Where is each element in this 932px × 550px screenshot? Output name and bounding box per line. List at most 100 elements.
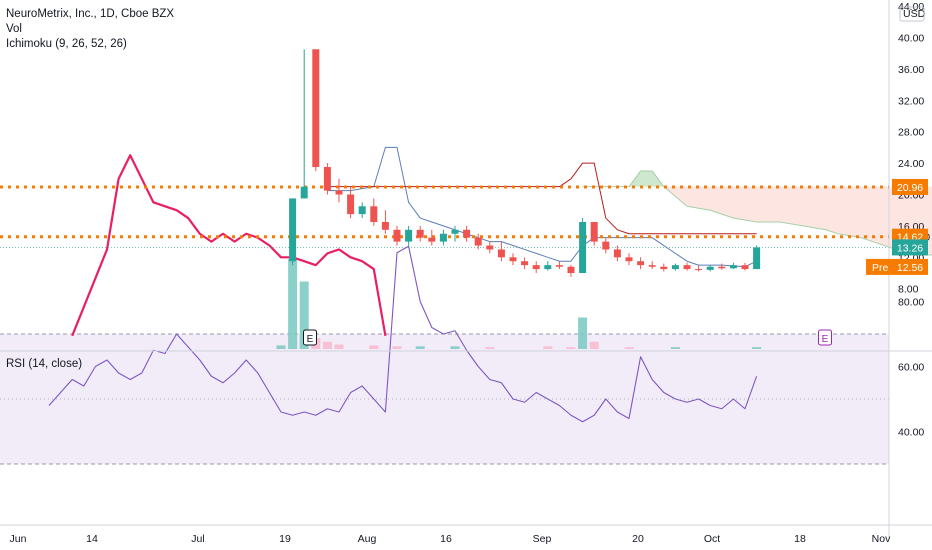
candle-body xyxy=(590,221,598,242)
cloud-bullish xyxy=(629,170,664,187)
candle-body xyxy=(544,265,552,270)
rsi-legend: RSI (14, close) xyxy=(6,357,82,372)
volume-bar xyxy=(578,317,588,349)
candle-body xyxy=(381,221,389,230)
ichimoku-conversion-line xyxy=(327,146,757,268)
candle-body xyxy=(323,167,331,191)
candle-body xyxy=(439,233,447,242)
candle-body xyxy=(718,266,726,269)
candle-body xyxy=(671,265,679,270)
premarket-badge xyxy=(866,258,928,275)
candle-body xyxy=(579,221,587,273)
volume-bar xyxy=(624,347,634,349)
candle-body xyxy=(474,237,482,246)
candle-body xyxy=(486,245,494,250)
rsi-line xyxy=(48,245,758,423)
candle-body xyxy=(683,265,691,270)
price-tick-label: 36.00 xyxy=(898,64,924,76)
time-tick-label: 16 xyxy=(440,533,452,545)
candle-body xyxy=(509,257,517,262)
earnings-marker-label: E xyxy=(822,334,829,345)
candle-body xyxy=(706,266,714,270)
candle-body xyxy=(405,229,413,242)
volume-bar xyxy=(276,345,286,349)
last-price-badge xyxy=(892,239,928,256)
volume-bar xyxy=(589,341,599,349)
candle-body xyxy=(393,229,401,242)
time-tick-label: 20 xyxy=(632,533,644,545)
currency-label: USD xyxy=(903,8,926,20)
horizontal-levels xyxy=(0,185,889,248)
currency-box xyxy=(899,6,925,22)
volume-bar xyxy=(392,346,402,349)
candle-body xyxy=(521,261,529,266)
ichimoku-indicator-label[interactable]: Ichimoku (9, 26, 52, 26) xyxy=(6,38,127,50)
candle-body xyxy=(289,198,297,262)
last-price-label: 13.26 xyxy=(897,242,923,254)
cloud-bearish xyxy=(582,186,932,255)
candle-body xyxy=(729,265,737,269)
rsi-tick-label: 80.00 xyxy=(898,297,924,309)
candle-body xyxy=(347,194,355,215)
premarket-value: 12.56 xyxy=(897,262,923,274)
candle-body xyxy=(358,206,366,215)
rsi-tick-label: 40.00 xyxy=(898,427,924,439)
rsi-band xyxy=(0,333,889,465)
rsi-indicator-label[interactable]: RSI (14, close) xyxy=(6,358,83,370)
volume-bar xyxy=(369,345,379,349)
candle-body xyxy=(497,249,505,258)
volume-bar xyxy=(485,347,495,349)
time-tick-label: 14 xyxy=(86,533,98,545)
candle-body xyxy=(370,206,378,222)
earnings-marker-box xyxy=(818,329,832,346)
rsi-series-line xyxy=(48,245,758,423)
volume-bar xyxy=(670,347,680,349)
candle-body xyxy=(660,266,668,270)
candle-body xyxy=(625,257,633,262)
candle-body xyxy=(648,265,656,267)
price-tick-label: 32.00 xyxy=(898,95,924,107)
symbol-title[interactable]: NeuroMetrix, Inc., 1D, Cboe BZX xyxy=(6,8,175,20)
volume-bar xyxy=(752,347,762,349)
earnings-marker-label: E xyxy=(307,334,314,345)
volume-indicator-label[interactable]: Vol xyxy=(6,23,22,35)
legend: NeuroMetrix, Inc., 1D, Cboe BZX Vol Ichi… xyxy=(6,7,174,52)
premarket-prefix: Pre xyxy=(872,262,889,274)
level-badge-label: 20.96 xyxy=(897,182,923,194)
candle-body xyxy=(602,241,610,250)
earnings-marker-box xyxy=(303,329,317,346)
time-tick-label: 19 xyxy=(279,533,291,545)
time-tick-label: 18 xyxy=(794,533,806,545)
time-tick-label: Sep xyxy=(533,533,552,545)
ichimoku-cloud xyxy=(582,170,932,256)
volume-bar xyxy=(288,259,298,349)
candle-body xyxy=(637,261,645,266)
volume-bar xyxy=(415,346,425,349)
candle-body xyxy=(312,49,320,168)
volume-bar xyxy=(334,344,344,349)
candle-body xyxy=(463,229,471,238)
candle-body xyxy=(416,229,424,238)
price-tick-label: 28.00 xyxy=(898,127,924,139)
volume-bar xyxy=(566,347,576,349)
candle-body xyxy=(613,249,621,258)
level-badge xyxy=(892,178,928,195)
time-tick-label: Oct xyxy=(704,533,720,545)
candle-body xyxy=(335,190,343,195)
rsi-tick-label: 60.00 xyxy=(898,362,924,374)
candle-body xyxy=(532,265,540,270)
candle-body xyxy=(300,186,308,199)
candle-body xyxy=(428,237,436,242)
time-tick-label: Nov xyxy=(872,533,891,545)
candle-body xyxy=(695,269,703,271)
time-tick-label: Aug xyxy=(358,533,377,545)
time-tick-label: Jul xyxy=(191,533,204,545)
ichimoku-lagging-line xyxy=(71,154,387,337)
volume-bar xyxy=(450,346,460,349)
candle-body xyxy=(741,265,749,270)
price-tick-label: 8.00 xyxy=(898,284,919,296)
price-tick-label: 40.00 xyxy=(898,33,924,45)
